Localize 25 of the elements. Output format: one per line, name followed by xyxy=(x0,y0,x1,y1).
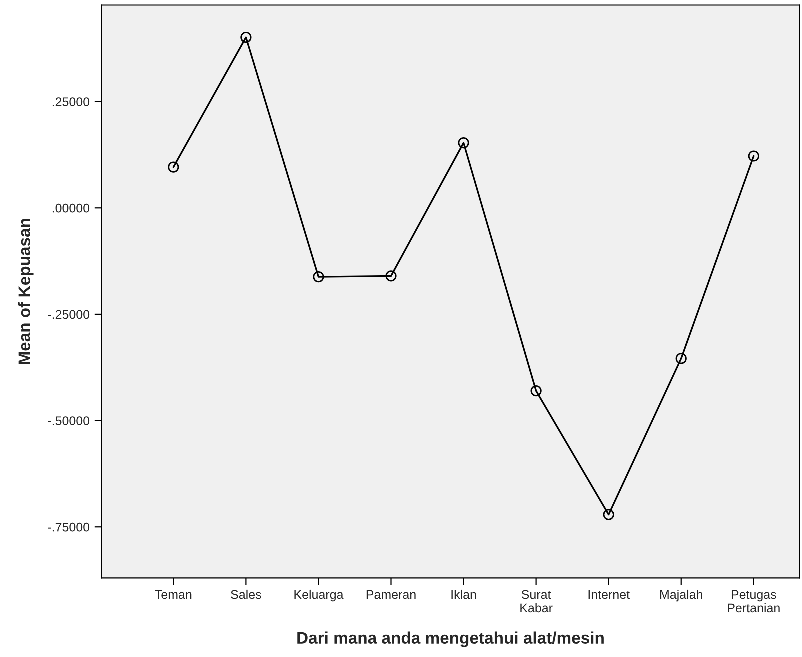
point xyxy=(168,162,180,173)
y-tick-label: -.25000 xyxy=(48,310,90,320)
x-tick-label: Iklan xyxy=(452,590,476,600)
x-tick-label: Pameran xyxy=(366,590,416,600)
y-tick-label: .00000 xyxy=(52,204,90,213)
point xyxy=(240,32,252,44)
point xyxy=(603,509,614,520)
x-tick-label: Surat Kabar xyxy=(520,590,553,613)
point xyxy=(530,385,542,397)
x-tick-label: Internet xyxy=(588,590,630,600)
x-tick-label: Sales xyxy=(231,590,262,600)
y-tick-label: .25000 xyxy=(52,98,90,106)
x-tick-label: Keluarga xyxy=(294,590,344,602)
point xyxy=(676,353,687,364)
point xyxy=(386,270,397,282)
point xyxy=(748,150,760,162)
x-axis-title: Dari mana anda mengetahui alat/mesin xyxy=(298,632,604,648)
x-tick-label: Petugas Pertanian xyxy=(728,590,780,613)
y-tick-label: -.50000 xyxy=(48,416,90,426)
x-tick-label: Majalah xyxy=(660,590,702,602)
point xyxy=(458,138,470,149)
point xyxy=(313,271,324,283)
y-tick-label: -.75000 xyxy=(48,522,90,532)
y-axis-title: Mean of Kepuasan xyxy=(18,219,34,364)
x-tick-label: Teman xyxy=(155,590,192,600)
